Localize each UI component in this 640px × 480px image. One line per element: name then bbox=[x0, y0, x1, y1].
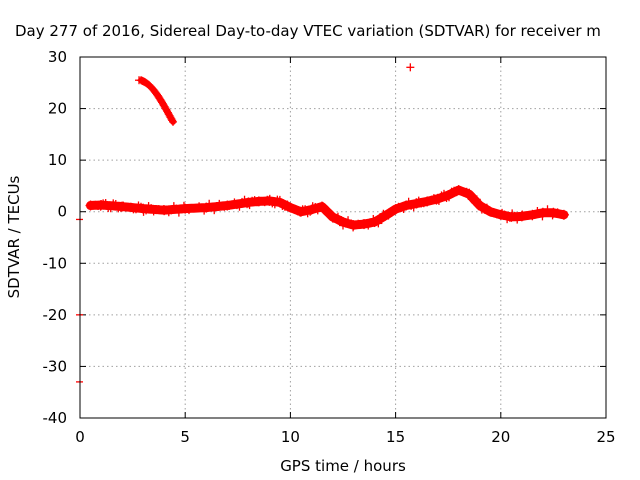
y-tick-label: -10 bbox=[43, 254, 68, 272]
data-point bbox=[138, 203, 149, 214]
data-point bbox=[558, 210, 567, 219]
data-point bbox=[348, 220, 359, 231]
data-point bbox=[558, 209, 569, 220]
x-tick-label: 20 bbox=[491, 428, 510, 446]
data-point bbox=[270, 200, 279, 209]
y-tick-label: 30 bbox=[48, 48, 67, 66]
data-point bbox=[106, 204, 115, 213]
data-point bbox=[168, 117, 177, 126]
data-point bbox=[380, 210, 391, 221]
data-point bbox=[495, 209, 506, 220]
data-point bbox=[306, 204, 317, 215]
data-point bbox=[432, 193, 443, 204]
data-point bbox=[505, 213, 514, 222]
data-point bbox=[422, 196, 433, 207]
data-point bbox=[111, 199, 120, 208]
data-point bbox=[135, 76, 144, 85]
data-point bbox=[85, 200, 96, 211]
data-point bbox=[464, 189, 475, 200]
data-point bbox=[359, 219, 370, 230]
data-point bbox=[222, 200, 233, 211]
data-point bbox=[516, 211, 527, 222]
data-point bbox=[474, 200, 485, 211]
data-point bbox=[96, 200, 107, 211]
data-point bbox=[443, 190, 454, 201]
data-point bbox=[485, 206, 496, 217]
axis-ticks: 0 5 10 15 20 25 30 20 10 0 -10 -20 -30 -40 bbox=[43, 48, 616, 446]
data-point bbox=[390, 204, 401, 215]
data-point bbox=[201, 202, 212, 213]
data-point bbox=[537, 207, 548, 218]
data-point bbox=[316, 201, 327, 212]
plot-border bbox=[79, 56, 607, 419]
data-point bbox=[548, 207, 559, 218]
data-point bbox=[117, 201, 128, 212]
data-point bbox=[180, 203, 191, 214]
y-tick-label: -30 bbox=[43, 357, 68, 375]
data-point bbox=[295, 206, 306, 217]
data-point bbox=[101, 199, 110, 208]
x-tick-label: 5 bbox=[180, 428, 190, 446]
y-axis-label: SDTVAR / TECUs bbox=[5, 175, 23, 298]
y-tick-label: -40 bbox=[43, 409, 68, 427]
x-tick-label: 25 bbox=[596, 428, 615, 446]
x-axis-label: GPS time / hours bbox=[280, 457, 406, 475]
data-point bbox=[338, 217, 348, 228]
grid bbox=[80, 57, 606, 418]
x-tick-label: 0 bbox=[75, 428, 85, 446]
data-point bbox=[274, 197, 285, 208]
data-point bbox=[527, 209, 538, 220]
data-point bbox=[168, 116, 177, 125]
data-point bbox=[327, 211, 338, 222]
data-marks bbox=[76, 63, 569, 383]
data-point bbox=[264, 195, 275, 206]
data-point bbox=[411, 198, 422, 209]
data-point bbox=[506, 211, 517, 222]
data-point bbox=[439, 189, 448, 198]
data-point bbox=[159, 205, 170, 216]
data-point bbox=[235, 202, 244, 211]
data-point bbox=[374, 219, 383, 228]
y-tick-label: 20 bbox=[48, 100, 67, 118]
data-point bbox=[243, 197, 254, 208]
data-point bbox=[369, 217, 380, 228]
y-tick-label: -20 bbox=[43, 306, 68, 324]
x-tick-label: 10 bbox=[281, 428, 300, 446]
data-point bbox=[253, 196, 264, 207]
x-tick-label: 15 bbox=[386, 428, 405, 446]
chart-title: Day 277 of 2016, Sidereal Day-to-day VTE… bbox=[15, 22, 601, 40]
data-point bbox=[401, 200, 412, 211]
data-point bbox=[406, 63, 415, 72]
y-tick-label: 0 bbox=[57, 203, 67, 221]
y-tick-label: 10 bbox=[48, 151, 67, 169]
data-point bbox=[453, 185, 464, 196]
data-point bbox=[210, 206, 219, 215]
data-point bbox=[285, 202, 296, 213]
